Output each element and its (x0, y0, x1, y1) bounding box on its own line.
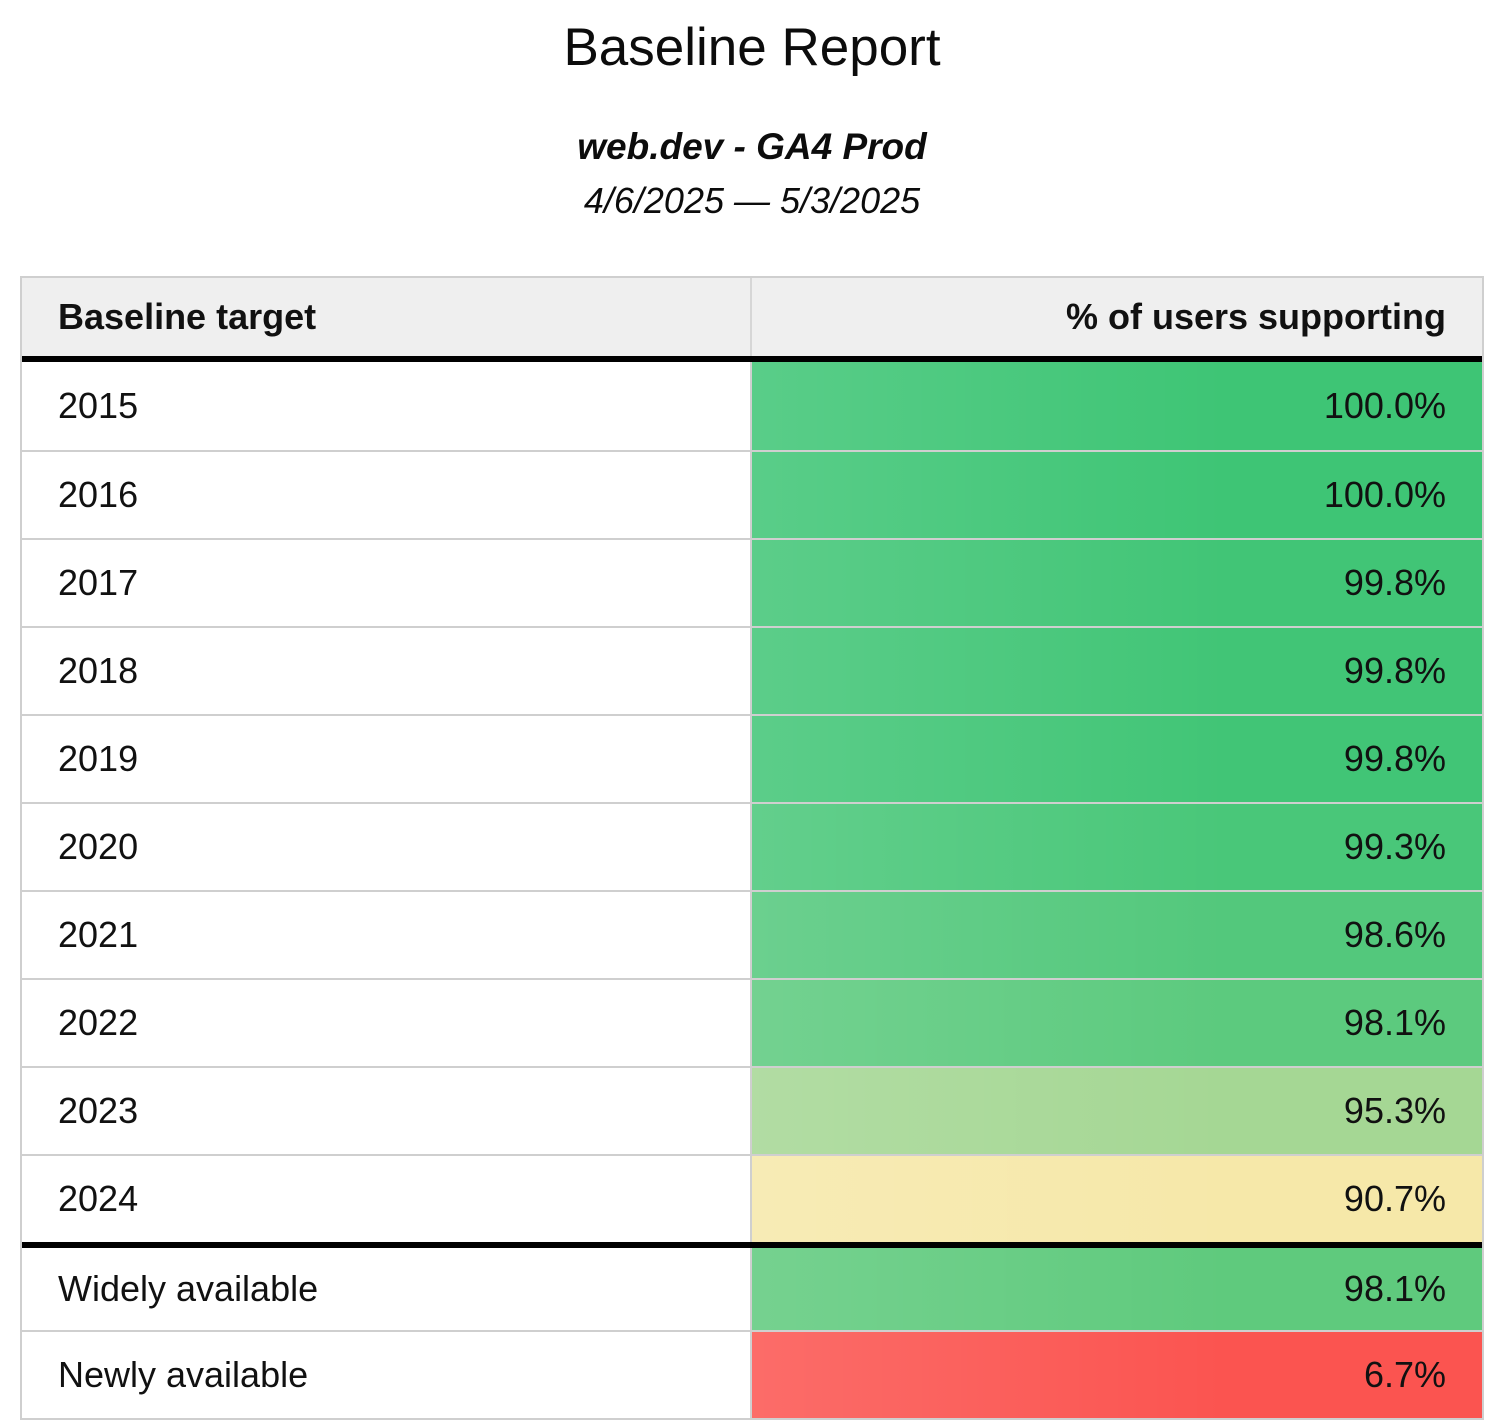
percent-supporting-cell: 90.7% (752, 1155, 1482, 1242)
baseline-target-cell: 2017 (22, 539, 752, 626)
column-header-baseline-target: Baseline target (22, 277, 752, 356)
table-header-row: Baseline target % of users supporting (22, 277, 1482, 362)
baseline-target-cell: 2020 (22, 803, 752, 890)
baseline-target-cell: 2016 (22, 451, 752, 538)
baseline-target-cell: 2023 (22, 1067, 752, 1154)
percent-supporting-cell: 98.1% (752, 979, 1482, 1066)
baseline-target-cell: 2021 (22, 891, 752, 978)
percent-supporting-cell: 98.6% (752, 891, 1482, 978)
baseline-target-cell: 2018 (22, 627, 752, 714)
table-row: 2016 100.0% (22, 449, 1482, 538)
report-header: Baseline Report web.dev - GA4 Prod 4/6/2… (0, 0, 1504, 222)
baseline-target-cell: Widely available (22, 1247, 752, 1330)
baseline-table: Baseline target % of users supporting 20… (20, 275, 1484, 1420)
percent-supporting-cell: 95.3% (752, 1067, 1482, 1154)
percent-supporting-cell: 6.7% (752, 1331, 1482, 1418)
baseline-target-cell: 2019 (22, 715, 752, 802)
percent-supporting-cell: 100.0% (752, 361, 1482, 450)
table-row: 2019 99.8% (22, 713, 1482, 802)
baseline-target-cell: 2015 (22, 361, 752, 450)
baseline-target-cell: 2022 (22, 979, 752, 1066)
table-row: 2024 90.7% (22, 1153, 1482, 1242)
report-subtitle: web.dev - GA4 Prod (577, 125, 927, 167)
table-row: 2022 98.1% (22, 977, 1482, 1066)
column-header-percent-users-supporting: % of users supporting (1065, 295, 1446, 337)
percent-supporting-cell: 99.8% (752, 539, 1482, 626)
table-row: 2017 99.8% (22, 537, 1482, 626)
percent-supporting-cell: 99.8% (752, 715, 1482, 802)
percent-supporting-cell: 100.0% (752, 451, 1482, 538)
table-body: 2015 100.0% 2016 100.0% 2017 99.8% 2018 99.8% 20… (22, 361, 1482, 1418)
baseline-target-cell: 2024 (22, 1155, 752, 1242)
baseline-target-cell: Newly available (22, 1331, 752, 1418)
page-title: Baseline Report (563, 18, 941, 77)
percent-supporting-cell: 99.3% (752, 803, 1482, 890)
percent-supporting-cell: 98.1% (752, 1247, 1482, 1330)
table-row: 2015 100.0% (22, 361, 1482, 450)
table-row: 2023 95.3% (22, 1065, 1482, 1154)
table-row: Widely available 98.1% (22, 1241, 1482, 1330)
table-row: 2018 99.8% (22, 625, 1482, 714)
table-row: Newly available 6.7% (22, 1329, 1482, 1418)
report-date-range: 4/6/2025 — 5/3/2025 (583, 179, 921, 221)
table-row: 2020 99.3% (22, 801, 1482, 890)
percent-supporting-cell: 99.8% (752, 627, 1482, 714)
table-row: 2021 98.6% (22, 889, 1482, 978)
